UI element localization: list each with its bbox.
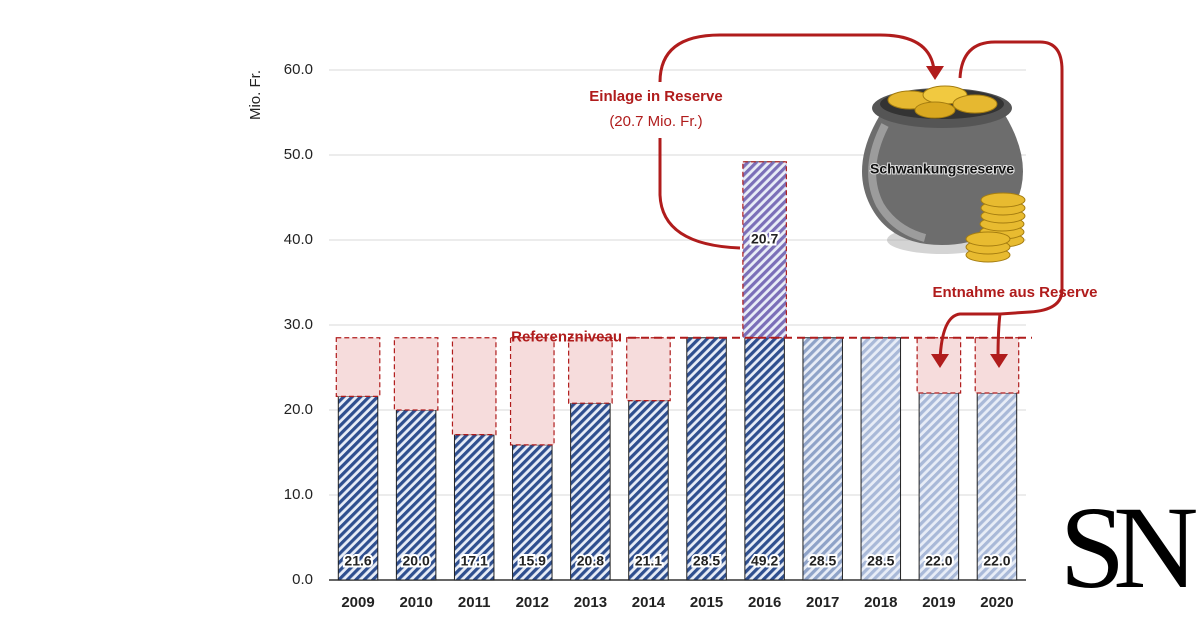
value-label: 28.5 [867, 553, 894, 569]
y-tick-label: 20.0 [284, 401, 313, 418]
value-label: 20.0 [403, 553, 430, 569]
withdrawal [626, 337, 671, 402]
value-label: 22.0 [925, 553, 952, 569]
withdrawal [509, 337, 555, 446]
withdrawal [451, 337, 497, 436]
value-label: 21.6 [344, 553, 371, 569]
y-tick-label: 60.0 [284, 61, 313, 78]
arrow-heads [926, 66, 1008, 368]
withdrawal-label: Entnahme aus Reserve [932, 284, 1097, 301]
bar [686, 337, 727, 581]
x-tick-label: 2015 [690, 594, 723, 611]
x-tick-label: 2009 [341, 594, 374, 611]
bar [860, 337, 902, 581]
bar [337, 395, 379, 581]
y-tick-label: 30.0 [284, 316, 313, 333]
x-tick-label: 2017 [806, 594, 839, 611]
x-tick-label: 2010 [399, 594, 432, 611]
x-tick-label: 2011 [458, 594, 491, 611]
reference-label: Referenzniveau [511, 329, 622, 346]
x-tick-label: 2018 [864, 594, 897, 611]
value-label: 22.0 [983, 553, 1010, 569]
x-tick-label: 2020 [980, 594, 1013, 611]
bar [802, 337, 843, 581]
reserve-deposit [742, 161, 787, 339]
logo: SN [1060, 482, 1197, 613]
reserve-pot [862, 85, 1026, 263]
deposit-value-label: 20.7 [751, 230, 778, 246]
withdrawal [335, 337, 381, 398]
value-label: 17.1 [461, 553, 488, 569]
x-tick-label: 2016 [748, 594, 781, 611]
bar [395, 409, 437, 581]
y-tick-label: 10.0 [284, 486, 313, 503]
value-label: 28.5 [809, 553, 836, 569]
bar [918, 392, 960, 581]
y-tick-label: 40.0 [284, 231, 313, 248]
x-tick-label: 2013 [574, 594, 607, 611]
value-label: 20.8 [577, 553, 604, 569]
value-label: 21.1 [635, 553, 662, 569]
y-tick-label: 0.0 [292, 571, 313, 588]
x-tick-label: 2014 [632, 594, 666, 611]
plot: 0.0 10.0 20.0 30.0 40.0 50.0 60.0 2009 21.6 2010 2… [284, 61, 1032, 611]
value-label: 49.2 [751, 553, 778, 569]
value-label: 15.9 [519, 553, 546, 569]
deposit-title: Einlage in Reserve [589, 88, 722, 105]
logo-box [1046, 475, 1200, 630]
reserve-label: Schwankungsreserve [870, 161, 1014, 177]
withdrawal [393, 337, 439, 411]
x-tick-label: 2012 [516, 594, 549, 611]
x-tick-label: 2019 [922, 594, 955, 611]
bar [453, 434, 495, 581]
deposit-amount: (20.7 Mio. Fr.) [609, 113, 702, 130]
flow-arrows [658, 33, 1064, 361]
y-tick-label: 50.0 [284, 146, 313, 163]
bar [570, 402, 611, 581]
bar [628, 400, 669, 581]
withdrawal [568, 337, 613, 404]
value-label: 28.5 [693, 553, 720, 569]
y-axis-label: Mio. Fr. [247, 70, 264, 120]
bar [976, 392, 1018, 581]
